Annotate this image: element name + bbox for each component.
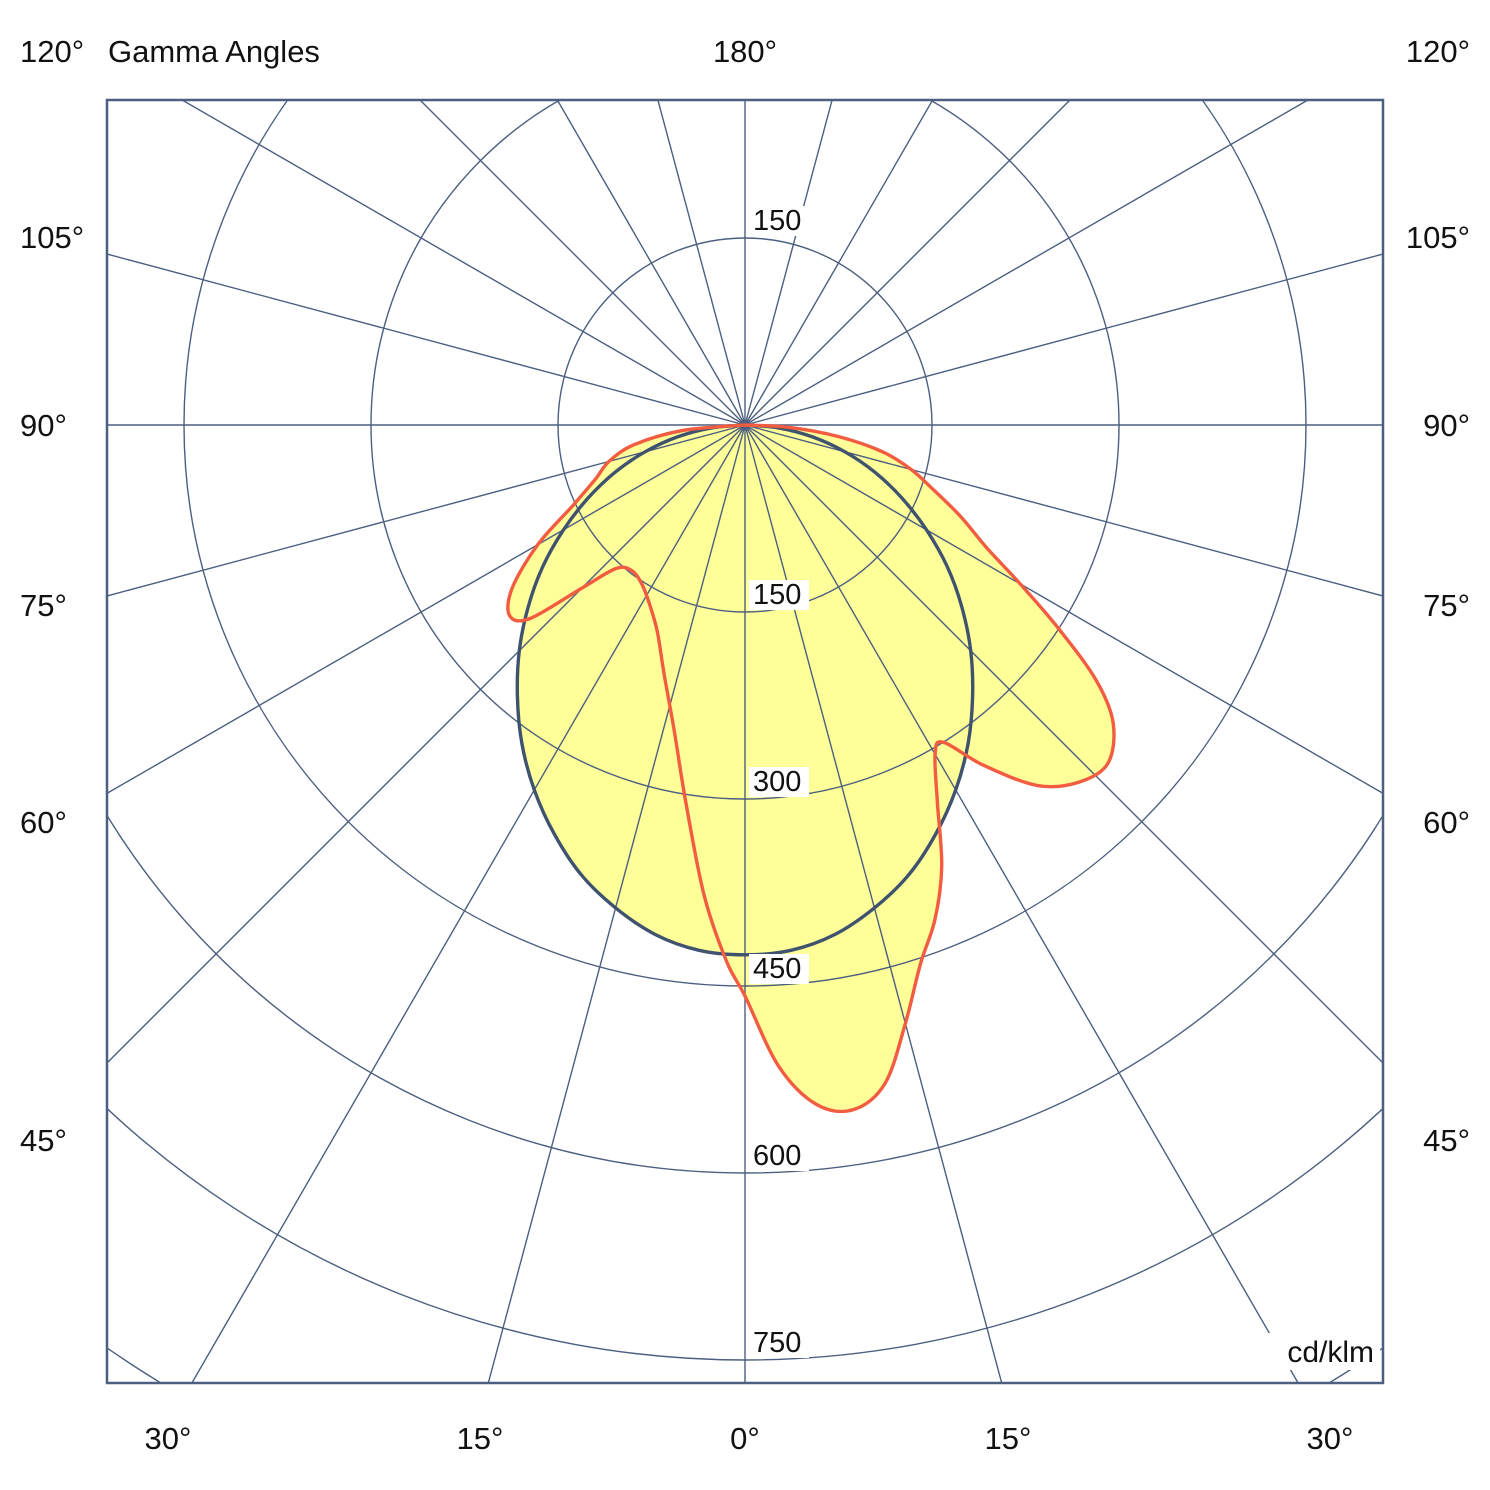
ring-label: 600	[753, 1140, 801, 1172]
ring-label-bg	[749, 767, 809, 797]
red-curve-fill	[507, 425, 1114, 1112]
grid-ray	[107, 424, 746, 795]
ring-label: 750	[753, 1327, 801, 1359]
unit-label: cd/klm	[1287, 1336, 1374, 1369]
unit-label-group: cd/klm	[1240, 1333, 1380, 1370]
angle-label-top-left: 120°	[20, 34, 84, 69]
grid-ray	[191, 424, 746, 1383]
curve-layer	[506, 423, 1116, 1114]
blue-curve	[515, 423, 975, 957]
angle-label-left-90: 90°	[20, 408, 67, 443]
ring-label: 450	[753, 953, 801, 985]
angle-label-bottom-15l: 15°	[457, 1421, 504, 1456]
grid-ray	[487, 424, 746, 1383]
grid-ray	[744, 424, 1003, 1383]
angle-label-right-75: 75°	[1423, 588, 1470, 623]
grid-ray	[556, 100, 746, 426]
angle-label-bottom-15r: 15°	[985, 1421, 1032, 1456]
angle-label-left-45: 45°	[20, 1123, 67, 1158]
ring-label: 150	[753, 579, 801, 611]
grid-ray	[180, 100, 746, 426]
grid-ray	[744, 253, 1383, 426]
grid-ray	[744, 424, 1299, 1383]
angle-label-top-right: 120°	[1406, 34, 1470, 69]
grid-ray	[107, 424, 746, 597]
ring-label-bg	[749, 1141, 809, 1171]
angle-label-right-60: 60°	[1423, 805, 1470, 840]
ring-label-bg	[749, 206, 809, 236]
grid-ray	[107, 253, 746, 426]
angle-label-right-105: 105°	[1406, 220, 1470, 255]
grid-ray	[657, 100, 746, 426]
angle-label-top-center: 180°	[713, 34, 777, 69]
angle-label-bottom-30r: 30°	[1307, 1421, 1354, 1456]
angle-label-left-60: 60°	[20, 805, 67, 840]
plot-border	[105, 98, 1385, 1385]
ring-label-bg	[749, 580, 809, 610]
grid-ray	[419, 100, 746, 426]
angle-label-left-75: 75°	[20, 588, 67, 623]
ring-label: 150	[753, 205, 801, 237]
grid-ray	[744, 100, 1071, 426]
grid-ray	[744, 100, 833, 426]
angle-label-left-105: 105°	[20, 220, 84, 255]
angle-label-right-90: 90°	[1423, 408, 1470, 443]
ring-label-bg	[749, 954, 809, 984]
ring-label-layer: 150 300 450 600 750 150	[749, 205, 809, 1359]
ring-label-bg	[749, 1328, 809, 1358]
unit-label-bg	[1240, 1333, 1380, 1370]
grid-ray	[744, 424, 1383, 597]
ring-label: 300	[753, 766, 801, 798]
grid-ray	[744, 100, 934, 426]
angle-label-right-45: 45°	[1423, 1123, 1470, 1158]
angle-label-bottom-0: 0°	[730, 1421, 760, 1456]
chart-title: Gamma Angles	[108, 34, 320, 69]
grid-ray	[744, 100, 1310, 426]
red-curve	[506, 423, 1116, 1114]
angle-label-bottom-30l: 30°	[145, 1421, 192, 1456]
